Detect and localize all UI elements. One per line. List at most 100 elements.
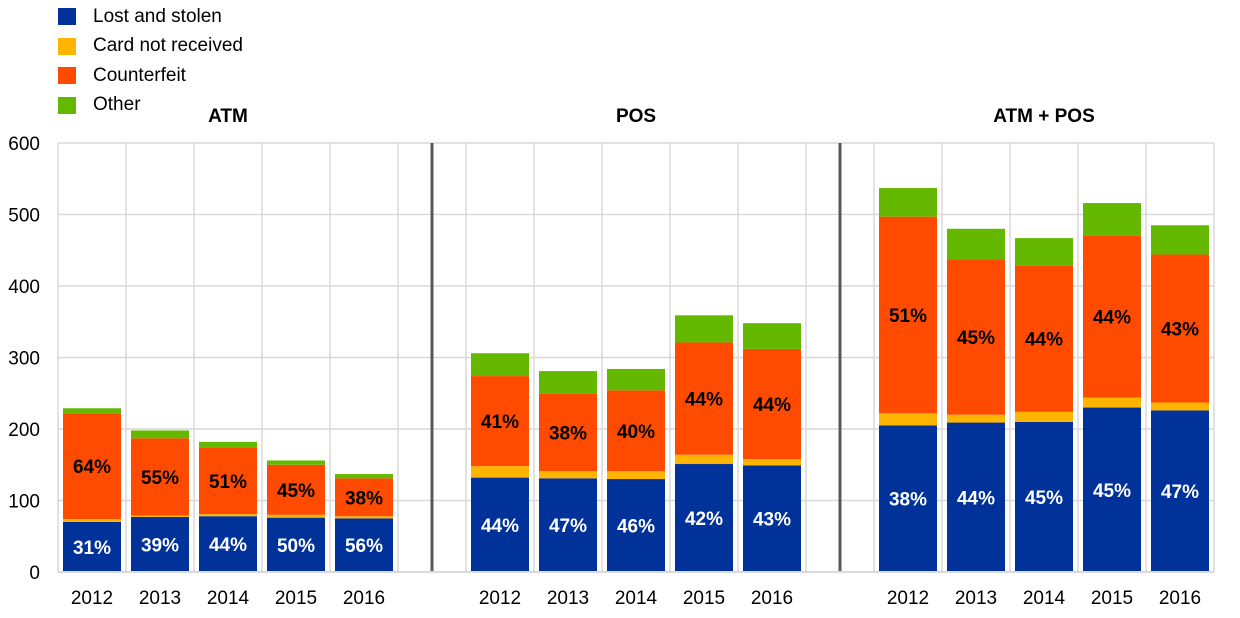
bar-segment-card-not-received <box>743 459 801 466</box>
bar-segment-card-not-received <box>471 466 529 478</box>
bar-segment-counterfeit <box>1151 254 1209 403</box>
data-label: 44% <box>685 390 723 411</box>
legend-label: Other <box>93 94 141 116</box>
data-label: 42% <box>685 509 723 530</box>
y-tick-label: 200 <box>8 420 40 441</box>
bar-segment-lost-and-stolen <box>947 422 1005 572</box>
bar-segment-other <box>63 408 121 414</box>
data-label: 50% <box>277 536 315 557</box>
bar-segment-counterfeit <box>947 259 1005 415</box>
x-tick-label: 2013 <box>547 588 589 609</box>
bar-segment-other <box>607 368 665 391</box>
data-label: 38% <box>549 424 587 445</box>
data-label: 45% <box>277 481 315 502</box>
data-label: 43% <box>753 510 791 531</box>
data-label: 43% <box>1161 320 1199 341</box>
legend-swatch <box>58 67 76 85</box>
data-label: 40% <box>617 422 655 443</box>
legend-item-lost-and-stolen: Lost and stolen <box>58 2 243 32</box>
bar-segment-lost-and-stolen <box>63 521 121 572</box>
data-label: 47% <box>549 516 587 537</box>
bar-segment-lost-and-stolen <box>471 477 529 572</box>
x-tick-label: 2013 <box>139 588 181 609</box>
x-tick-label: 2015 <box>683 588 725 609</box>
bar-segment-card-not-received <box>199 514 257 517</box>
bar-segment-other <box>1083 203 1141 236</box>
data-label: 56% <box>345 536 383 557</box>
bar-segment-lost-and-stolen <box>1015 421 1073 572</box>
data-label: 47% <box>1161 482 1199 503</box>
x-tick-label: 2014 <box>207 588 250 609</box>
bar-segment-lost-and-stolen <box>1151 410 1209 572</box>
bar-segment-counterfeit <box>335 478 393 517</box>
bar-segment-other <box>335 474 393 479</box>
bar-segment-counterfeit <box>675 342 733 455</box>
bar-segment-card-not-received <box>879 413 937 426</box>
data-label: 44% <box>481 516 519 537</box>
x-tick-label: 2014 <box>1023 588 1066 609</box>
x-tick-label: 2016 <box>1159 588 1201 609</box>
data-label: 45% <box>1025 488 1063 509</box>
data-label: 45% <box>1093 481 1131 502</box>
bar-segment-other <box>743 323 801 349</box>
legend-item-card-not-received: Card not received <box>58 32 243 62</box>
y-tick-label: 100 <box>8 492 40 513</box>
data-label: 46% <box>617 517 655 538</box>
x-tick-label: 2015 <box>1091 588 1133 609</box>
legend-swatch <box>58 37 76 55</box>
bar-segment-counterfeit <box>879 216 937 414</box>
legend-swatch <box>58 8 76 26</box>
data-label: 38% <box>889 490 927 511</box>
x-tick-label: 2012 <box>887 588 929 609</box>
bar-segment-other <box>539 371 597 394</box>
x-tick-label: 2012 <box>479 588 521 609</box>
bar-segment-other <box>879 188 937 217</box>
legend-swatch <box>58 96 76 114</box>
bar-segment-card-not-received <box>335 516 393 519</box>
y-tick-label: 300 <box>8 349 40 370</box>
bar-segment-counterfeit <box>471 376 529 467</box>
bar-segment-lost-and-stolen <box>199 516 257 572</box>
data-label: 51% <box>209 472 247 493</box>
bar-segment-counterfeit <box>199 447 257 515</box>
bar-segment-counterfeit <box>63 413 121 520</box>
bar-segment-counterfeit <box>1083 235 1141 398</box>
bar-segment-card-not-received <box>131 515 189 517</box>
data-label: 38% <box>345 488 383 509</box>
bar-segment-other <box>267 460 325 465</box>
bar-segment-counterfeit <box>131 438 189 516</box>
bar-segment-lost-and-stolen <box>675 464 733 572</box>
bar-segment-other <box>675 315 733 343</box>
bar-segment-lost-and-stolen <box>131 516 189 572</box>
bar-segment-lost-and-stolen <box>1083 407 1141 572</box>
bar-segment-lost-and-stolen <box>539 478 597 572</box>
y-tick-label: 400 <box>8 277 40 298</box>
bar-segment-counterfeit <box>607 390 665 472</box>
bar-segment-card-not-received <box>539 471 597 479</box>
data-label: 44% <box>209 535 247 556</box>
data-label: 64% <box>73 457 111 478</box>
bar-segment-card-not-received <box>1015 411 1073 422</box>
group-title-pos: POS <box>616 106 656 127</box>
data-label: 45% <box>957 328 995 349</box>
data-label: 44% <box>1025 330 1063 351</box>
bar-segment-other <box>131 430 189 439</box>
data-label: 31% <box>73 538 111 559</box>
bar-segment-other <box>947 228 1005 260</box>
legend-item-other: Other <box>58 91 243 121</box>
bar-segment-card-not-received <box>1083 397 1141 408</box>
data-label: 41% <box>481 412 519 433</box>
bar-segment-lost-and-stolen <box>879 425 937 572</box>
x-tick-label: 2015 <box>275 588 317 609</box>
x-tick-label: 2014 <box>615 588 658 609</box>
y-tick-label: 600 <box>8 134 40 155</box>
data-label: 44% <box>753 395 791 416</box>
legend-item-counterfeit: Counterfeit <box>58 61 243 91</box>
data-label: 39% <box>141 535 179 556</box>
x-tick-label: 2016 <box>343 588 385 609</box>
bar-segment-counterfeit <box>743 348 801 460</box>
bar-segment-other <box>471 353 529 377</box>
x-tick-label: 2016 <box>751 588 793 609</box>
bar-segment-lost-and-stolen <box>607 479 665 572</box>
